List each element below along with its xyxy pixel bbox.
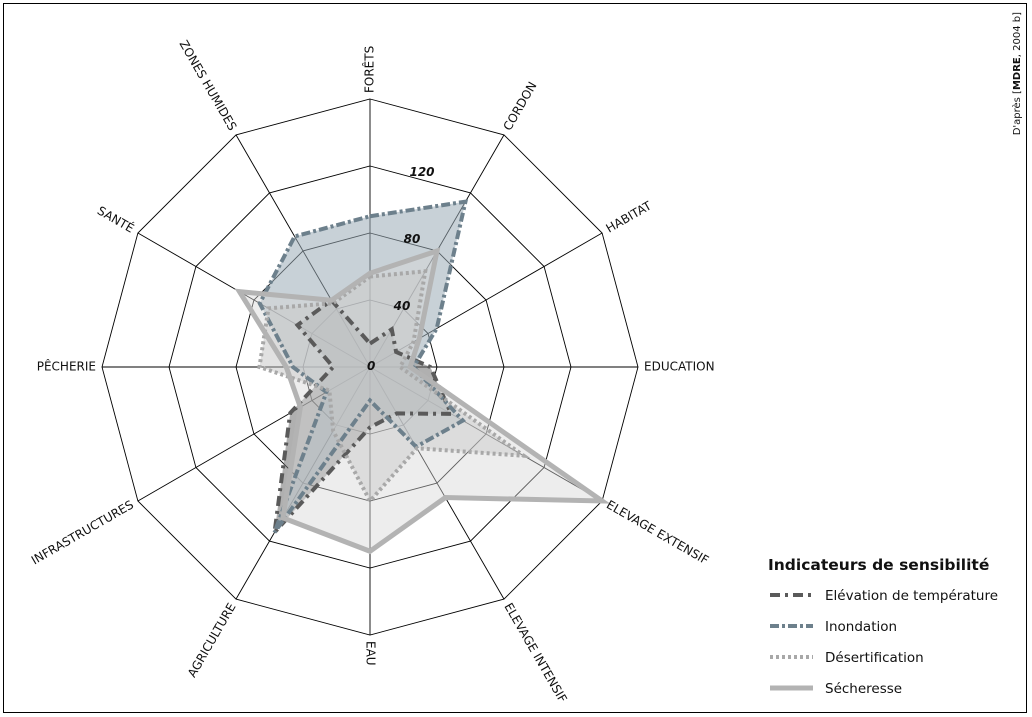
legend-label: Sécheresse [825, 681, 902, 697]
source-note: D'après [MDRE, 2004 b] [1011, 12, 1023, 135]
series-line [234, 247, 611, 555]
series-layer [234, 199, 611, 555]
axis-label: SANTÉ [95, 203, 137, 236]
series-area [259, 271, 524, 501]
tick-labels: 0 40 80 120 [367, 165, 435, 373]
series-line [271, 297, 455, 539]
axis-label: EDUCATION [644, 360, 715, 374]
axis-label: CORDON [501, 79, 540, 133]
axis-label: FORÊTS [362, 46, 377, 93]
legend: Indicateurs de sensibilité Elévation de … [768, 556, 998, 697]
axis-label: ZONES HUMIDES [176, 38, 239, 133]
chart-frame [3, 3, 1027, 713]
axis-label: AGRICULTURE [185, 601, 239, 680]
legend-title: Indicateurs de sensibilité [768, 556, 989, 574]
tick-label: 40 [393, 299, 411, 313]
series-area [259, 201, 466, 533]
axis-label: INFRASTRUCTURES [29, 498, 136, 568]
source-suffix: , 2004 b] [1012, 12, 1023, 57]
axis-label: ELEVAGE EXTENSIF [604, 498, 711, 568]
axis-label: PÊCHERIE [37, 359, 96, 374]
legend-label: Inondation [825, 619, 897, 635]
series-area [239, 250, 603, 552]
legend-label: Elévation de température [825, 588, 998, 604]
tick-label: 0 [367, 359, 375, 373]
tick-label: 80 [404, 232, 421, 246]
legend-label: Désertification [825, 650, 924, 666]
source-bold: MDRE [1012, 57, 1023, 90]
axis-label: EAU [364, 641, 378, 666]
series-line [257, 269, 531, 505]
source-prefix: D'après [ [1011, 90, 1023, 135]
tick-label: 120 [409, 165, 434, 179]
series-line [257, 199, 469, 534]
axis-label: HABITAT [604, 198, 655, 235]
axis-label: ELEVAGE INTENSIF [501, 601, 569, 705]
